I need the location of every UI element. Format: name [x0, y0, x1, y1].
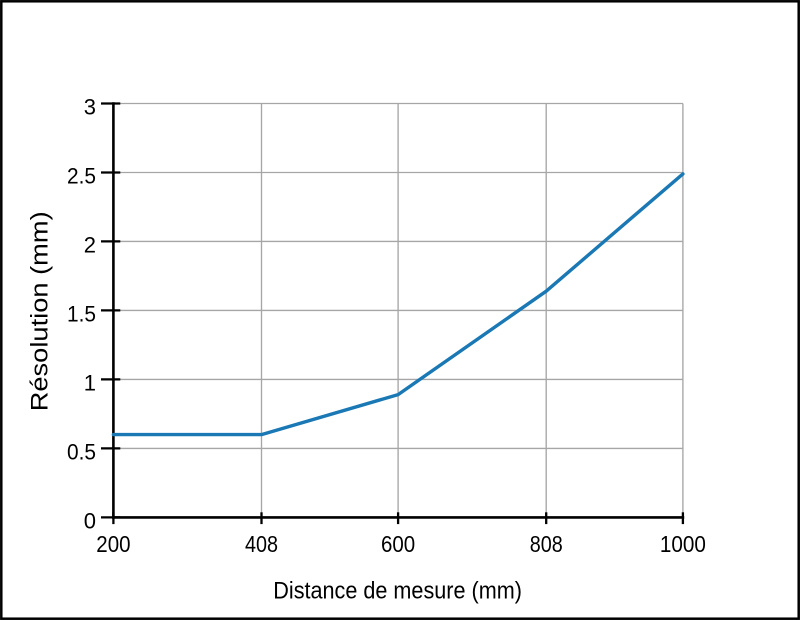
svg-text:600: 600 — [381, 531, 415, 557]
svg-text:3: 3 — [84, 94, 96, 119]
svg-text:Distance de mesure (mm): Distance de mesure (mm) — [273, 577, 522, 604]
svg-text:2.5: 2.5 — [67, 163, 96, 188]
svg-text:1000: 1000 — [660, 531, 706, 557]
svg-text:1: 1 — [84, 370, 96, 395]
svg-text:200: 200 — [96, 531, 130, 557]
svg-text:0: 0 — [84, 508, 96, 533]
svg-text:808: 808 — [530, 531, 563, 557]
svg-text:1.5: 1.5 — [67, 301, 96, 326]
svg-text:Résolution (mm): Résolution (mm) — [27, 211, 54, 411]
svg-text:0.5: 0.5 — [67, 439, 96, 464]
svg-text:2: 2 — [84, 232, 96, 257]
svg-text:408: 408 — [245, 531, 278, 557]
